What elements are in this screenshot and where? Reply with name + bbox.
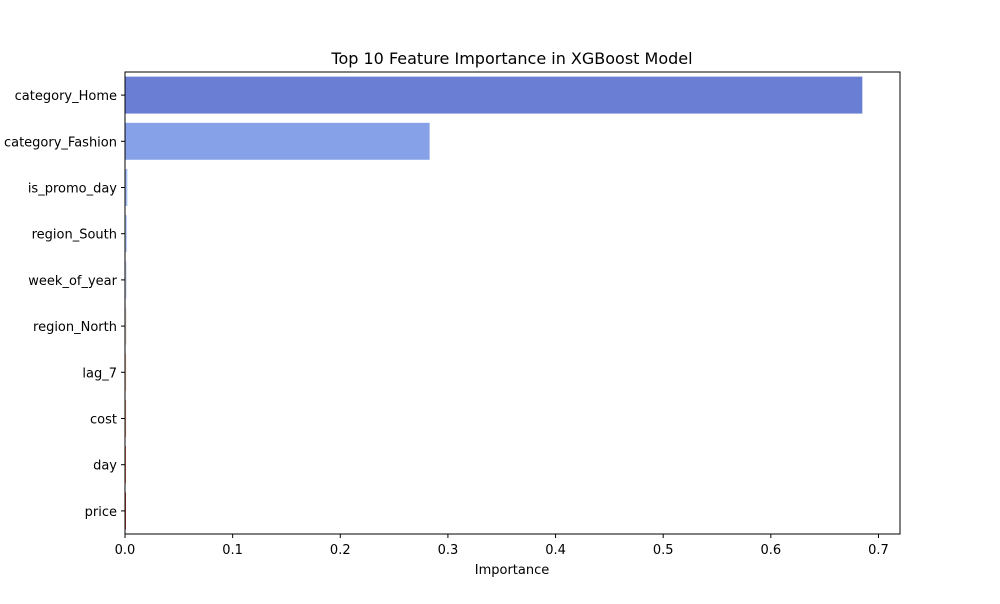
y-tick-label: cost <box>90 413 117 428</box>
bar-category-fashion <box>125 122 430 160</box>
y-tick-label: category_Home <box>15 89 117 104</box>
y-axis-ticks: category_Home category_Fashion is_promo_da… <box>4 89 125 520</box>
x-tick-label: 0.0 <box>115 543 136 558</box>
y-tick-label: week_of_year <box>28 274 117 289</box>
bar-region-north <box>125 307 127 345</box>
bars-layer <box>125 76 863 530</box>
x-tick-label: 0.6 <box>760 543 781 558</box>
bar-lag-7 <box>125 353 127 391</box>
bar-is-promo-day <box>125 169 128 206</box>
bar-category-home <box>125 76 863 114</box>
y-tick-label: lag_7 <box>82 366 117 381</box>
bar-cost <box>125 400 127 437</box>
x-axis-label: Importance <box>475 563 550 578</box>
x-tick-label: 0.4 <box>545 543 566 558</box>
y-tick-label: category_Fashion <box>4 135 117 150</box>
plot-frame <box>124 71 901 535</box>
bar-week-of-year <box>125 261 127 299</box>
y-tick-label: day <box>93 459 117 474</box>
x-tick-label: 0.5 <box>653 543 674 558</box>
y-tick-label: price <box>85 505 117 520</box>
x-tick-label: 0.7 <box>868 543 889 558</box>
y-tick-label: is_promo_day <box>28 182 117 197</box>
x-tick-label: 0.2 <box>330 543 351 558</box>
x-tick-label: 0.3 <box>438 543 459 558</box>
x-tick-label: 0.1 <box>222 543 243 558</box>
x-axis-ticks: 0.0 0.1 0.2 0.3 0.4 0.5 0.6 0.7 <box>115 534 889 558</box>
bar-region-south <box>125 215 128 253</box>
y-tick-label: region_North <box>33 320 117 335</box>
chart-title: Top 10 Feature Importance in XGBoost Mod… <box>330 49 692 68</box>
y-tick-label: region_South <box>32 228 117 243</box>
